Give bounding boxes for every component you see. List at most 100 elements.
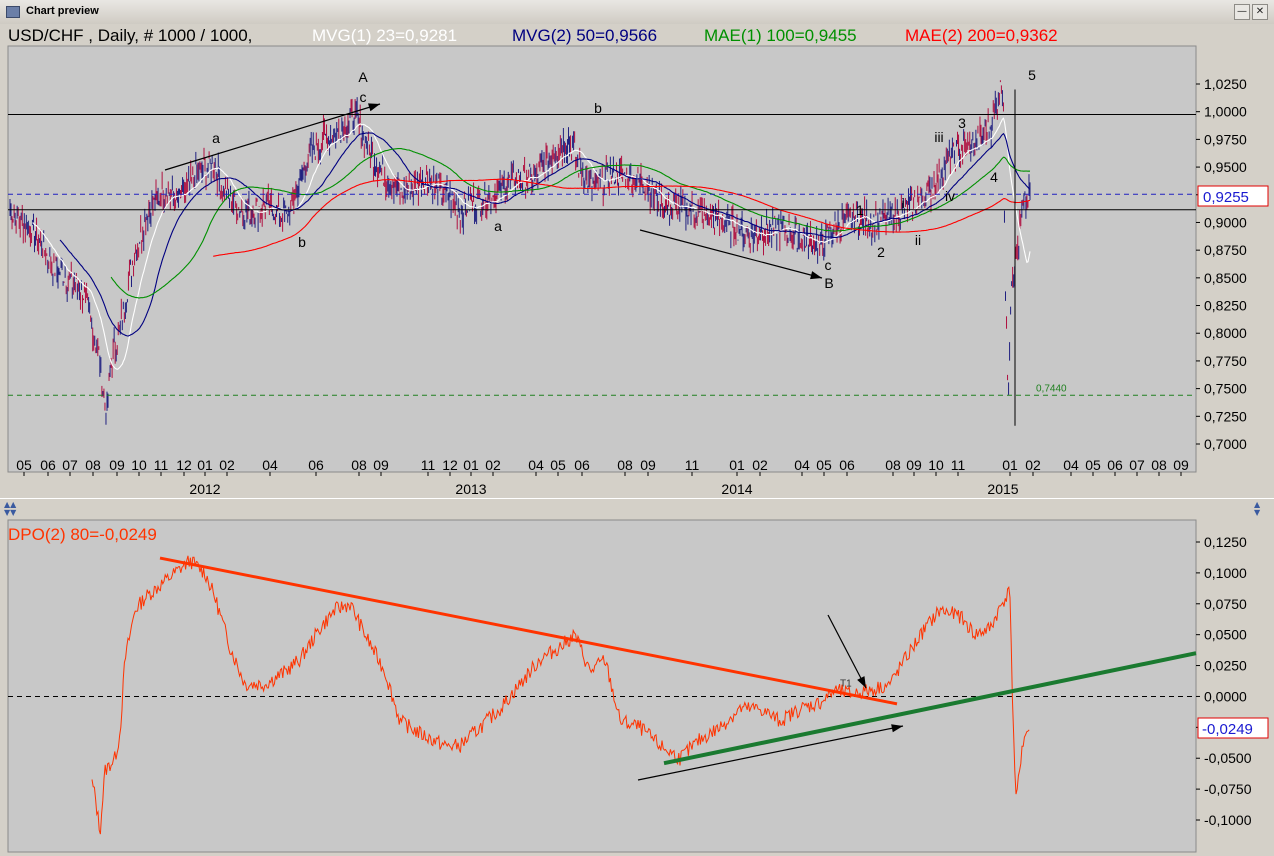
wave-label: ii xyxy=(915,232,921,248)
dpo-y-tick-label: 0,0750 xyxy=(1204,596,1247,612)
ascending-trendline xyxy=(663,651,1197,766)
wave-label: 2 xyxy=(877,244,885,260)
x-month-label: 02 xyxy=(485,457,501,473)
y-tick-label: 1,0250 xyxy=(1204,76,1247,92)
trend-arrow-down xyxy=(639,229,823,279)
x-month-label: 09 xyxy=(373,457,389,473)
x-year-label: 2014 xyxy=(721,481,752,497)
wave-label: a xyxy=(212,130,220,146)
x-month-label: 08 xyxy=(1151,457,1167,473)
price-bars xyxy=(9,80,1031,425)
trend-arrow-up xyxy=(164,103,381,171)
window-titlebar: Chart preview — ✕ xyxy=(0,0,1274,25)
x-month-label: 10 xyxy=(928,457,944,473)
x-month-label: 09 xyxy=(640,457,656,473)
breakout-arrow xyxy=(827,614,867,689)
x-month-label: 04 xyxy=(794,457,810,473)
x-month-label: 05 xyxy=(816,457,832,473)
dpo-trend-arrow-head xyxy=(891,724,903,733)
x-month-label: 08 xyxy=(351,457,367,473)
x-month-label: 01 xyxy=(197,457,213,473)
x-month-label: 09 xyxy=(1173,457,1189,473)
y-tick-label: 0,7250 xyxy=(1204,408,1247,424)
x-month-label: 09 xyxy=(906,457,922,473)
x-month-label: 11 xyxy=(421,457,436,473)
x-month-label: 06 xyxy=(308,457,324,473)
y-tick-label: 0,8250 xyxy=(1204,298,1247,314)
mvg2-line xyxy=(59,132,1031,337)
breakout-arrow-head xyxy=(857,676,866,688)
panel-splitter[interactable]: ▲▲ ▼▼ ▲ ▼ xyxy=(0,498,1274,520)
collapse-down-icon[interactable]: ▼▼ xyxy=(4,508,17,517)
x-month-label: 09 xyxy=(109,457,125,473)
dpo-y-tick-label: -0,0500 xyxy=(1204,750,1252,766)
x-month-label: 08 xyxy=(617,457,633,473)
x-month-label: 11 xyxy=(951,457,966,473)
x-year-label: 2015 xyxy=(987,481,1018,497)
y-tick-label: 0,9000 xyxy=(1204,214,1247,230)
x-month-label: 02 xyxy=(1025,457,1041,473)
minimize-icon[interactable]: — xyxy=(1234,4,1250,20)
x-month-label: 05 xyxy=(16,457,32,473)
dpo-y-tick-label: -0,1000 xyxy=(1204,812,1252,828)
app-icon xyxy=(6,6,20,18)
trend-arrow-up-head xyxy=(368,103,380,112)
low-support-label: 0,7440 xyxy=(1036,383,1067,394)
current-price-badge xyxy=(1197,185,1269,207)
x-month-label: 05 xyxy=(550,457,566,473)
x-month-label: 02 xyxy=(219,457,235,473)
x-month-label: 06 xyxy=(574,457,590,473)
x-year-label: 2012 xyxy=(189,481,220,497)
trend-arrow-down-head xyxy=(810,271,822,280)
x-year-label: 2013 xyxy=(455,481,486,497)
trendline-note: T1 xyxy=(840,679,852,690)
x-month-label: 02 xyxy=(752,457,768,473)
x-month-label: 06 xyxy=(1107,457,1123,473)
wave-label: b xyxy=(298,234,306,250)
dpo-chart[interactable]: T1 DPO(2) 80=-0,0249 0,1250 0,1000 0,0750 0… xyxy=(0,518,1274,856)
wave-label: 5 xyxy=(1028,67,1036,83)
wave-label: 3 xyxy=(958,115,966,131)
expand-down-icon[interactable]: ▼ xyxy=(1254,508,1261,517)
wave-label: i xyxy=(901,195,904,211)
y-tick-label: 1,0000 xyxy=(1204,104,1247,120)
x-month-label: 12 xyxy=(442,457,458,473)
wave-label: iii xyxy=(934,129,943,145)
x-month-label: 01 xyxy=(463,457,479,473)
indicator-mae1-label: MAE(1) 100=0,9455 xyxy=(704,26,857,45)
dpo-y-tick-label: 0,0250 xyxy=(1204,658,1247,674)
collapse-up-icon[interactable]: ▲▲ xyxy=(4,500,17,509)
indicator-mae2-label: MAE(2) 200=0,9362 xyxy=(905,26,1058,45)
close-icon[interactable]: ✕ xyxy=(1252,4,1268,20)
window-title: Chart preview xyxy=(26,5,99,17)
x-month-label: 11 xyxy=(154,457,169,473)
x-month-label: 07 xyxy=(1129,457,1145,473)
x-month-label: 08 xyxy=(885,457,901,473)
y-tick-label: 0,8000 xyxy=(1204,325,1247,341)
y-tick-label: 0,7750 xyxy=(1204,353,1247,369)
dpo-y-tick-label: 0,0500 xyxy=(1204,627,1247,643)
x-month-label: 10 xyxy=(131,457,147,473)
current-price-value: 0,9255 xyxy=(1203,189,1249,206)
expand-up-icon[interactable]: ▲ xyxy=(1254,500,1261,509)
mvg1-line xyxy=(32,117,1031,370)
x-month-label: 08 xyxy=(85,457,101,473)
y-tick-label: 0,9500 xyxy=(1204,159,1247,175)
x-month-label: 04 xyxy=(528,457,544,473)
x-month-label: 04 xyxy=(262,457,278,473)
wave-label: B xyxy=(824,275,833,291)
descending-trendline xyxy=(159,556,898,706)
wave-label: c xyxy=(825,257,832,273)
wave-label: a xyxy=(494,218,502,234)
x-month-label: 01 xyxy=(1002,457,1018,473)
wave-label: A xyxy=(358,69,368,85)
dpo-y-tick-label: 0,0000 xyxy=(1204,688,1247,704)
y-tick-label: 0,9750 xyxy=(1204,131,1247,147)
indicator-mvg1-label: MVG(1) 23=0,9281 xyxy=(312,26,457,45)
symbol-label: USD/CHF , Daily, # 1000 / 1000, xyxy=(8,26,252,45)
x-month-label: 12 xyxy=(176,457,192,473)
dpo-y-tick-label: 0,1000 xyxy=(1204,565,1247,581)
x-month-label: 06 xyxy=(839,457,855,473)
x-month-label: 11 xyxy=(685,457,700,473)
